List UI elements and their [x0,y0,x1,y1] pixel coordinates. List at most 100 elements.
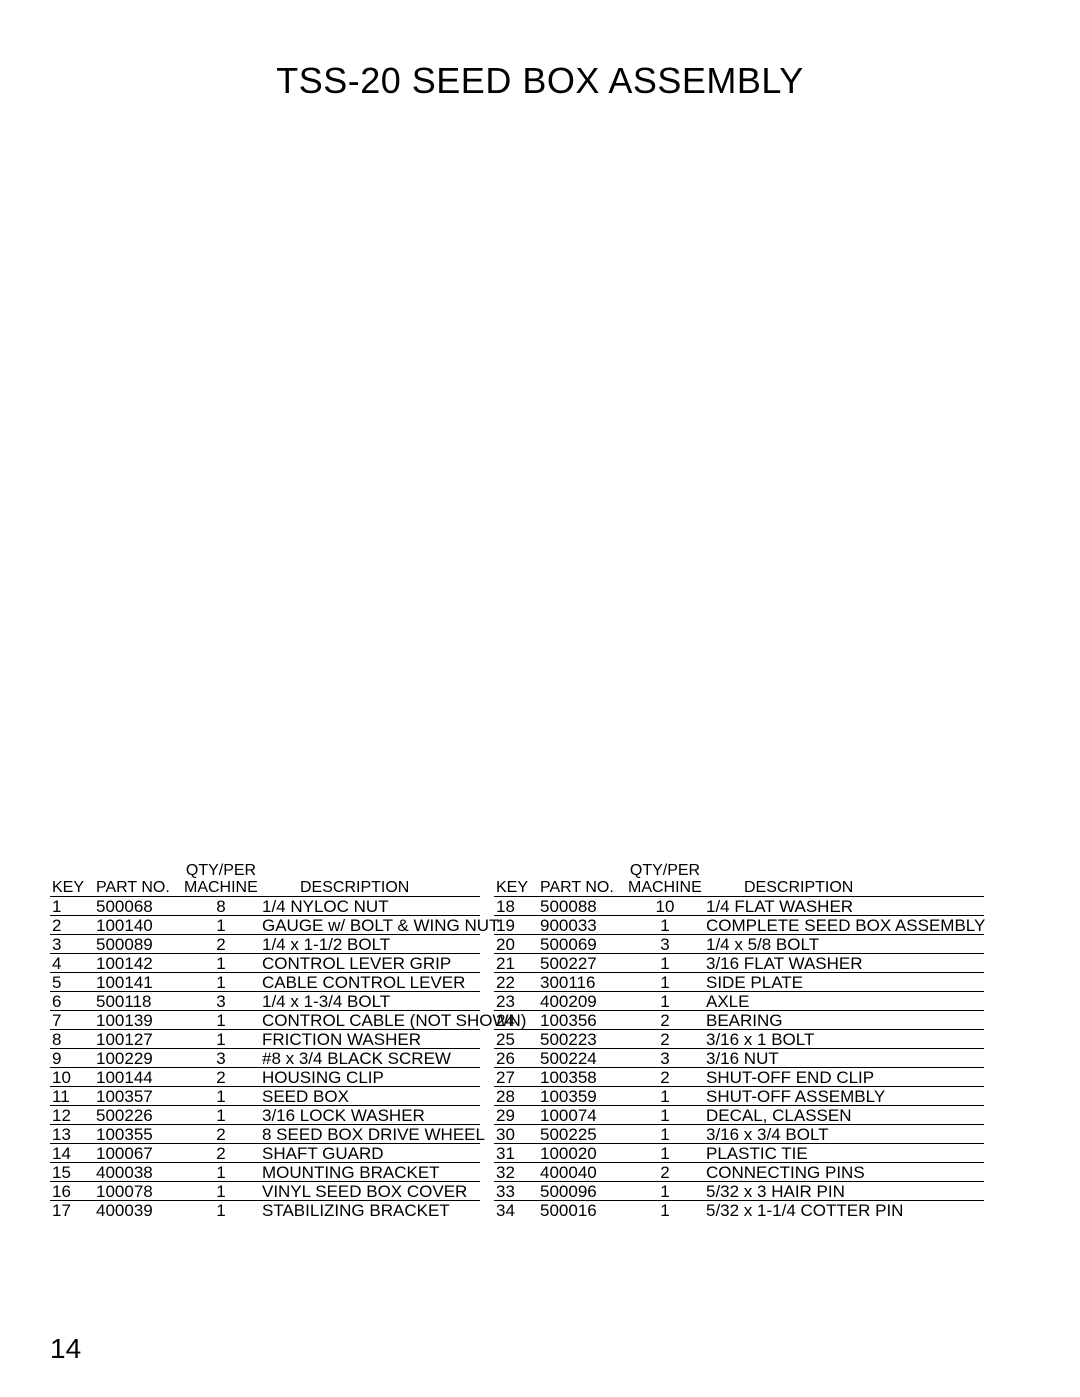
cell-key: 34 [494,1201,538,1220]
cell-qty: 1 [182,916,260,935]
cell-key: 27 [494,1068,538,1087]
cell-partno: 500088 [538,897,626,916]
table-row: 41001421CONTROL LEVER GRIP [50,954,480,973]
cell-qty: 1 [182,1106,260,1125]
page: TSS-20 SEED BOX ASSEMBLY QTY/PER KEY [0,0,1080,1397]
page-number: 14 [50,1333,81,1365]
cell-qty: 1 [182,1011,260,1030]
cell-description: FRICTION WASHER [260,1030,480,1049]
cell-key: 31 [494,1144,538,1163]
table-row: 3050022513/16 x 3/4 BOLT [494,1125,984,1144]
cell-description: 5/32 x 1-1/4 COTTER PIN [704,1201,984,1220]
th-key: KEY [494,879,538,897]
cell-qty: 1 [626,1182,704,1201]
right-table-wrap: QTY/PER KEY PART NO. MACHINE DESCRIPTION… [494,862,984,1219]
cell-description: SHAFT GUARD [260,1144,480,1163]
cell-key: 16 [50,1182,94,1201]
cell-qty: 1 [182,1087,260,1106]
parts-table-right: QTY/PER KEY PART NO. MACHINE DESCRIPTION… [494,862,984,1219]
cell-description: AXLE [704,992,984,1011]
cell-partno: 400039 [94,1201,182,1220]
table-row: 311000201PLASTIC TIE [494,1144,984,1163]
cell-qty: 2 [182,1125,260,1144]
table-row: 3450001615/32 x 1-1/4 COTTER PIN [494,1201,984,1220]
table-row: 141000672SHAFT GUARD [50,1144,480,1163]
th-machine: MACHINE [626,879,704,897]
cell-partno: 100358 [538,1068,626,1087]
cell-key: 30 [494,1125,538,1144]
parts-table-left: QTY/PER KEY PART NO. MACHINE DESCRIPTION… [50,862,480,1219]
cell-key: 22 [494,973,538,992]
table-row: 150006881/4 NYLOC NUT [50,897,480,916]
cell-qty: 1 [182,1030,260,1049]
cell-description: CABLE CONTROL LEVER [260,973,480,992]
cell-partno: 100142 [94,954,182,973]
cell-partno: 100356 [538,1011,626,1030]
cell-partno: 400040 [538,1163,626,1182]
th-key: KEY [50,879,94,897]
table-row: 111003571SEED BOX [50,1087,480,1106]
table-row: 51001411CABLE CONTROL LEVER [50,973,480,992]
cell-qty: 1 [626,1106,704,1125]
table-row: 2550022323/16 x 1 BOLT [494,1030,984,1049]
cell-qty: 1 [626,1201,704,1220]
cell-partno: 100139 [94,1011,182,1030]
table-row: 650011831/4 x 1-3/4 BOLT [50,992,480,1011]
cell-partno: 500227 [538,954,626,973]
table-row: 2150022713/16 FLAT WASHER [494,954,984,973]
cell-qty: 1 [182,1182,260,1201]
table-row: 2650022433/16 NUT [494,1049,984,1068]
cell-description: 3/16 FLAT WASHER [704,954,984,973]
cell-qty: 1 [626,1087,704,1106]
table-row: 324000402CONNECTING PINS [494,1163,984,1182]
cell-qty: 3 [182,992,260,1011]
table-row: 71001391CONTROL CABLE (NOT SHOWN) [50,1011,480,1030]
cell-key: 26 [494,1049,538,1068]
cell-description: 1/4 x 1-3/4 BOLT [260,992,480,1011]
cell-partno: 100355 [94,1125,182,1144]
page-title: TSS-20 SEED BOX ASSEMBLY [50,60,1030,102]
cell-qty: 1 [182,1201,260,1220]
cell-partno: 100127 [94,1030,182,1049]
th-partno: PART NO. [94,879,182,897]
th-machine: MACHINE [182,879,260,897]
cell-description: 1/4 x 1-1/2 BOLT [260,935,480,954]
cell-description: SHUT-OFF ASSEMBLY [704,1087,984,1106]
cell-qty: 2 [626,1030,704,1049]
cell-description: VINYL SEED BOX COVER [260,1182,480,1201]
cell-key: 25 [494,1030,538,1049]
cell-partno: 100140 [94,916,182,935]
cell-key: 6 [50,992,94,1011]
th-qty-per: QTY/PER [626,862,704,879]
table-row: 350008921/4 x 1-1/2 BOLT [50,935,480,954]
cell-description: GAUGE w/ BOLT & WING NUT [260,916,480,935]
cell-key: 21 [494,954,538,973]
cell-key: 15 [50,1163,94,1182]
table-row: 161000781VINYL SEED BOX COVER [50,1182,480,1201]
cell-partno: 500096 [538,1182,626,1201]
table-head: QTY/PER KEY PART NO. MACHINE DESCRIPTION [494,862,984,897]
cell-description: 3/16 LOCK WASHER [260,1106,480,1125]
table-row: 91002293#8 x 3/4 BLACK SCREW [50,1049,480,1068]
cell-description: MOUNTING BRACKET [260,1163,480,1182]
table-row: 271003582SHUT-OFF END CLIP [494,1068,984,1087]
cell-partno: 100141 [94,973,182,992]
cell-description: CONTROL CABLE (NOT SHOWN) [260,1011,480,1030]
cell-key: 11 [50,1087,94,1106]
cell-key: 29 [494,1106,538,1125]
cell-qty: 1 [626,916,704,935]
table-row: 18500088101/4 FLAT WASHER [494,897,984,916]
th-blank [704,862,984,879]
th-blank [494,862,538,879]
cell-key: 12 [50,1106,94,1125]
table-row: 199000331COMPLETE SEED BOX ASSEMBLY [494,916,984,935]
table-row: 2050006931/4 x 5/8 BOLT [494,935,984,954]
cell-qty: 1 [626,1144,704,1163]
cell-key: 3 [50,935,94,954]
cell-key: 4 [50,954,94,973]
cell-partno: 500224 [538,1049,626,1068]
cell-partno: 100074 [538,1106,626,1125]
cell-partno: 500016 [538,1201,626,1220]
cell-description: SIDE PLATE [704,973,984,992]
table-row: 3350009615/32 x 3 HAIR PIN [494,1182,984,1201]
